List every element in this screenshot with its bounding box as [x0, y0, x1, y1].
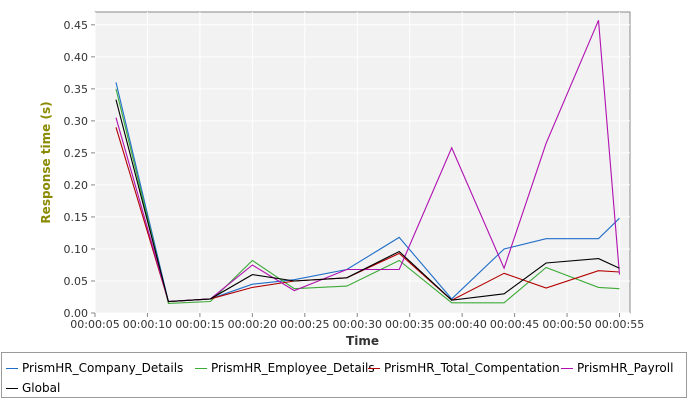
y-tick-label: 0.00: [64, 307, 89, 320]
axes: 0.00 0.05 0.10 0.15 0.20 0.25 0.30 0.35 0.40 0.45…: [64, 19, 645, 331]
legend-swatch: [6, 388, 18, 389]
legend-swatch: [368, 368, 380, 369]
legend: PrismHR_Company_Details PrismHR_Employee_…: [1, 352, 687, 398]
x-tick-label: 00:00:50: [542, 318, 591, 331]
x-tick-label: 00:00:45: [490, 318, 539, 331]
x-tick-label: 00:00:55: [595, 318, 644, 331]
legend-item: PrismHR_Total_Compentation: [368, 360, 560, 376]
x-tick-label: 00:00:35: [385, 318, 434, 331]
legend-label: PrismHR_Company_Details: [22, 361, 184, 375]
y-tick-label: 0.25: [64, 147, 89, 160]
legend-item: PrismHR_Employee_Details: [195, 360, 375, 376]
y-tick-label: 0.40: [64, 51, 89, 64]
chart-svg: 0.00 0.05 0.10 0.15 0.20 0.25 0.30 0.35 0.40 0.45…: [39, 11, 645, 348]
x-tick-label: 00:00:20: [228, 318, 277, 331]
legend-swatch: [195, 368, 207, 369]
x-tick-label: 00:00:40: [437, 318, 486, 331]
y-tick-label: 0.30: [64, 115, 89, 128]
y-tick-label: 0.45: [64, 19, 89, 32]
series-line: [115, 88, 620, 304]
y-axis-title: Response time (s): [39, 101, 53, 223]
legend-label: Global: [22, 381, 61, 395]
x-tick-label: 00:00:15: [175, 318, 224, 331]
x-tick-label: 00:00:25: [280, 318, 329, 331]
legend-label: PrismHR_Total_Compentation: [384, 361, 560, 375]
legend-item: PrismHR_Payroll: [561, 360, 673, 376]
series-lines: [115, 20, 621, 304]
y-tick-label: 0.15: [64, 211, 89, 224]
x-tick-label: 00:00:05: [70, 318, 119, 331]
legend-item: PrismHR_Company_Details: [6, 360, 183, 376]
x-axis-title: Time: [346, 334, 379, 348]
grid: [94, 12, 630, 314]
x-tick-label: 00:00:10: [123, 318, 172, 331]
legend-swatch: [6, 368, 18, 369]
y-tick-label: 0.35: [64, 83, 89, 96]
legend-label: PrismHR_Payroll: [577, 361, 674, 375]
y-tick-label: 0.05: [64, 275, 89, 288]
y-tick-label: 0.10: [64, 243, 89, 256]
y-tick-label: 0.20: [64, 179, 89, 192]
legend-swatch: [561, 368, 573, 369]
legend-item: Global: [6, 380, 60, 396]
series-line: [115, 99, 620, 303]
legend-label: PrismHR_Employee_Details: [211, 361, 375, 375]
plot-area: [94, 11, 631, 314]
x-tick-label: 00:00:30: [333, 318, 382, 331]
